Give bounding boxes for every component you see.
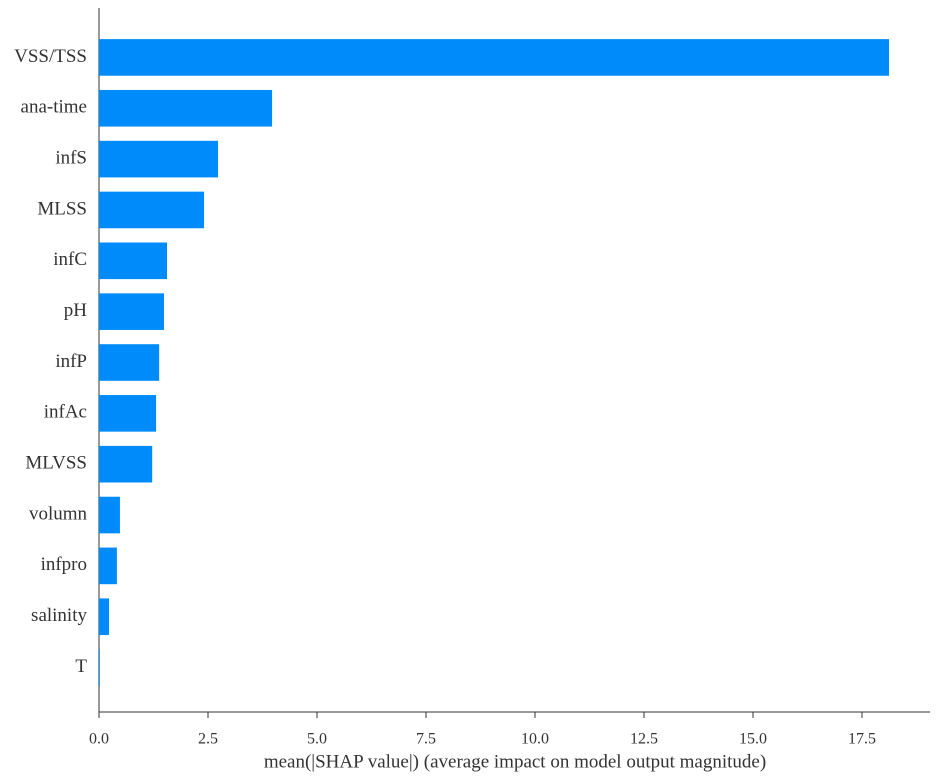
bar [99, 649, 100, 686]
bar [99, 191, 205, 229]
y-tick-label: T [75, 656, 87, 677]
x-tick-label: 15.0 [739, 731, 767, 748]
x-tick-label: 0.0 [89, 731, 109, 748]
y-tick-label: MLVSS [25, 453, 87, 474]
bar [99, 445, 153, 483]
bar [99, 344, 160, 381]
bar [99, 89, 273, 127]
bar [99, 39, 890, 76]
y-tick-label: pH [64, 300, 88, 321]
y-tick-label: salinity [31, 605, 87, 626]
bar [99, 242, 168, 280]
y-tick-label: infS [55, 147, 87, 168]
x-tick-label: 7.5 [416, 731, 436, 748]
bar [99, 547, 117, 585]
y-tick-label: VSS/TSS [14, 46, 87, 67]
x-tick-label: 5.0 [307, 731, 327, 748]
x-axis-label: mean(|SHAP value|) (average impact on mo… [264, 751, 766, 772]
y-tick-label: infpro [41, 554, 87, 575]
bar [99, 598, 110, 636]
x-tick-label: 2.5 [198, 731, 218, 748]
y-tick-label: MLSS [37, 198, 87, 219]
y-tick-label: infP [55, 351, 87, 372]
bar [99, 293, 164, 330]
bar [99, 395, 157, 432]
x-tick-label: 12.5 [630, 731, 658, 748]
y-tick-label: infC [53, 249, 87, 270]
y-tick-label: infAc [44, 402, 87, 423]
bar [99, 140, 219, 178]
bar [99, 496, 120, 534]
x-tick-label: 17.5 [848, 731, 876, 748]
y-tick-label: volumn [29, 503, 88, 524]
y-tick-label: ana-time [21, 97, 87, 118]
x-tick-label: 10.0 [521, 731, 549, 748]
